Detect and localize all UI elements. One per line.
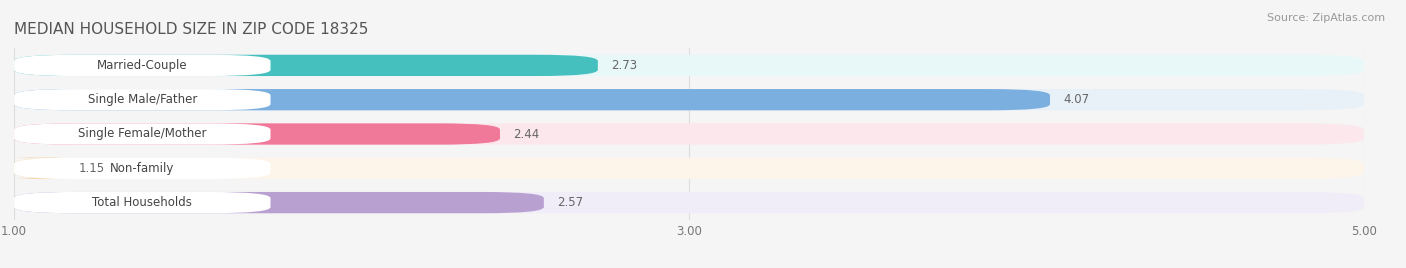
Text: Single Male/Father: Single Male/Father bbox=[87, 93, 197, 106]
Text: Total Households: Total Households bbox=[93, 196, 193, 209]
FancyBboxPatch shape bbox=[14, 192, 270, 213]
FancyBboxPatch shape bbox=[14, 192, 1364, 213]
FancyBboxPatch shape bbox=[14, 158, 1364, 179]
FancyBboxPatch shape bbox=[14, 55, 1364, 76]
FancyBboxPatch shape bbox=[14, 123, 270, 145]
FancyBboxPatch shape bbox=[14, 192, 544, 213]
Text: 4.07: 4.07 bbox=[1063, 93, 1090, 106]
Text: Single Female/Mother: Single Female/Mother bbox=[79, 128, 207, 140]
FancyBboxPatch shape bbox=[14, 158, 270, 179]
FancyBboxPatch shape bbox=[14, 89, 270, 110]
Text: Non-family: Non-family bbox=[110, 162, 174, 175]
Text: 2.44: 2.44 bbox=[513, 128, 540, 140]
Text: 2.73: 2.73 bbox=[612, 59, 637, 72]
FancyBboxPatch shape bbox=[14, 55, 270, 76]
Text: Source: ZipAtlas.com: Source: ZipAtlas.com bbox=[1267, 13, 1385, 23]
Text: 2.57: 2.57 bbox=[557, 196, 583, 209]
FancyBboxPatch shape bbox=[14, 89, 1364, 110]
Text: Married-Couple: Married-Couple bbox=[97, 59, 187, 72]
FancyBboxPatch shape bbox=[14, 123, 501, 145]
FancyBboxPatch shape bbox=[14, 55, 598, 76]
Text: 1.15: 1.15 bbox=[79, 162, 104, 175]
FancyBboxPatch shape bbox=[4, 158, 75, 179]
FancyBboxPatch shape bbox=[14, 123, 1364, 145]
FancyBboxPatch shape bbox=[14, 89, 1050, 110]
Text: MEDIAN HOUSEHOLD SIZE IN ZIP CODE 18325: MEDIAN HOUSEHOLD SIZE IN ZIP CODE 18325 bbox=[14, 22, 368, 37]
